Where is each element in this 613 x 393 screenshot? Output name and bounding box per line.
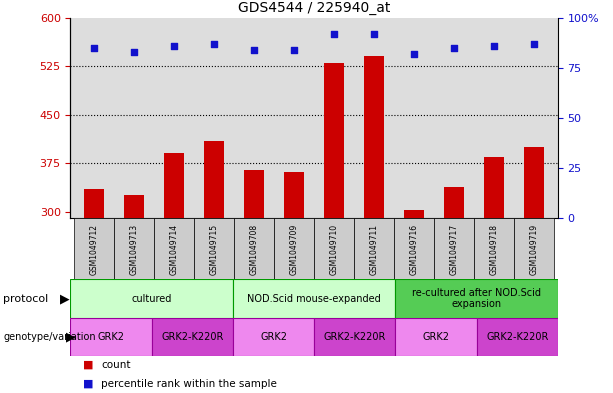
Bar [444,187,464,218]
Bar [394,218,434,279]
Text: GSM1049713: GSM1049713 [130,224,139,275]
Text: cultured: cultured [132,294,172,304]
Text: GRK2: GRK2 [422,332,449,342]
Bar [524,147,544,218]
Point [210,40,219,47]
Text: genotype/variation: genotype/variation [3,332,96,342]
Bar [314,218,354,279]
Text: count: count [101,360,131,370]
Bar [244,170,264,218]
Point [329,31,339,37]
Bar [234,218,274,279]
Text: GSM1049712: GSM1049712 [90,224,99,275]
Text: GRK2-K220R: GRK2-K220R [161,332,224,342]
Point [249,47,259,53]
Bar [274,218,314,279]
Bar [164,153,185,218]
Bar [404,210,424,218]
Title: GDS4544 / 225940_at: GDS4544 / 225940_at [238,1,390,15]
Bar [204,141,224,218]
Point [169,42,179,49]
Point [129,49,139,55]
Point [409,51,419,57]
Text: GSM1049709: GSM1049709 [290,224,299,275]
Bar [477,318,558,356]
Bar [154,218,194,279]
Text: GSM1049714: GSM1049714 [170,224,179,275]
Text: GRK2: GRK2 [97,332,124,342]
Text: GSM1049710: GSM1049710 [330,224,338,275]
Bar [434,218,474,279]
Text: GRK2: GRK2 [260,332,287,342]
Bar [85,189,104,218]
Text: ▶: ▶ [60,292,70,305]
Bar [514,218,554,279]
Bar [233,318,314,356]
Bar [324,63,344,218]
Bar [474,218,514,279]
Text: GSM1049718: GSM1049718 [489,224,498,275]
Point [489,42,499,49]
Text: ■: ■ [83,360,93,370]
Bar [364,57,384,218]
Text: GSM1049716: GSM1049716 [409,224,419,275]
Bar [314,318,395,356]
Text: GRK2-K220R: GRK2-K220R [324,332,386,342]
Point [89,44,99,51]
Bar [115,218,154,279]
Text: percentile rank within the sample: percentile rank within the sample [101,379,277,389]
Bar [395,279,558,318]
Bar [70,318,152,356]
Bar [484,157,504,218]
Text: GSM1049715: GSM1049715 [210,224,219,275]
Text: protocol: protocol [3,294,48,304]
Point [529,40,539,47]
Text: ■: ■ [83,379,93,389]
Text: re-cultured after NOD.Scid
expansion: re-cultured after NOD.Scid expansion [412,288,541,309]
Text: GSM1049717: GSM1049717 [449,224,459,275]
Bar [124,195,145,218]
Bar [395,318,477,356]
Bar [284,172,304,218]
Point [289,47,299,53]
Text: NOD.Scid mouse-expanded: NOD.Scid mouse-expanded [247,294,381,304]
Text: ▶: ▶ [66,331,76,343]
Bar [70,279,233,318]
Bar [194,218,234,279]
Point [369,31,379,37]
Text: GSM1049708: GSM1049708 [249,224,259,275]
Text: GSM1049711: GSM1049711 [370,224,379,275]
Bar [75,218,115,279]
Bar [152,318,233,356]
Point [449,44,459,51]
Bar [233,279,395,318]
Text: GSM1049719: GSM1049719 [530,224,538,275]
Bar [354,218,394,279]
Text: GRK2-K220R: GRK2-K220R [486,332,549,342]
